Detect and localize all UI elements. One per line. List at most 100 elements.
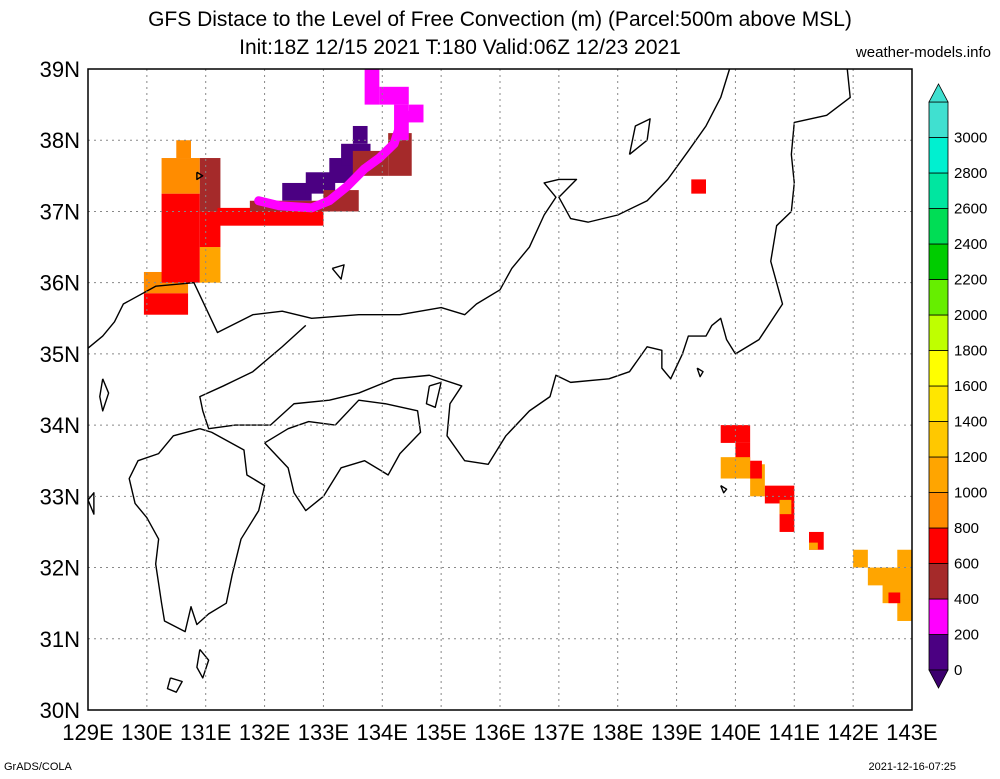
coastline-izu-oshima: [696, 367, 704, 378]
lon-tick-label: 131E: [180, 720, 231, 745]
colorbar-segment: [928, 527, 949, 564]
field-cell: [809, 542, 818, 550]
lon-tick-label: 134E: [357, 720, 408, 745]
colorbar-tick-label: 1400: [954, 414, 987, 431]
field-cell: [161, 158, 200, 194]
field-cell: [897, 549, 912, 568]
colorbar-tick-label: 1800: [954, 343, 987, 360]
colorbar-tick-label: 200: [954, 627, 979, 644]
site-label[interactable]: weather-models.info: [855, 44, 991, 61]
colorbar-segment: [928, 137, 949, 174]
lon-tick-label: 143E: [886, 720, 937, 745]
lat-tick-label: 30N: [40, 698, 80, 723]
lat-axis-labels: 39N 38N 37N 36N 35N 34N 33N 32N 31N 30N: [40, 57, 80, 723]
map-frame: [87, 68, 913, 711]
colorbar-tick-label: 600: [954, 556, 979, 573]
field-cell: [735, 442, 751, 461]
colorbar-tick-label: 1600: [954, 378, 987, 395]
colorbar-tick-label: 2000: [954, 307, 987, 324]
colorbar-tick-label: 2400: [954, 236, 987, 253]
field-cell: [161, 193, 200, 283]
lat-tick-label: 33N: [40, 484, 80, 509]
map-title: GFS Distace to the Level of Free Convect…: [148, 8, 852, 31]
colorbar-tick-label: 1000: [954, 485, 987, 502]
colorbar-segment: [928, 385, 949, 422]
field-cell: [720, 425, 751, 443]
lat-tick-label: 31N: [40, 627, 80, 652]
field-cell: [750, 460, 762, 479]
lon-tick-label: 137E: [533, 720, 584, 745]
colorbar-tick-label: 2800: [954, 165, 987, 182]
colorbar-tick-label: 0: [954, 662, 962, 679]
lon-tick-label: 140E: [710, 720, 761, 745]
coastline-honshu: [87, 68, 731, 349]
field-cell: [282, 182, 312, 201]
lat-tick-label: 38N: [40, 128, 80, 153]
colorbar-segment: [928, 314, 949, 351]
colorbar-tick-label: 800: [954, 520, 979, 537]
colorbar-segment: [928, 456, 949, 493]
field-cell: [779, 499, 792, 515]
map-subtitle: Init:18Z 12/15 2021 T:180 Valid:06Z 12/2…: [239, 36, 681, 59]
coastline-layer: [87, 68, 851, 693]
field-cell: [408, 104, 424, 123]
lon-axis-labels: 129E 130E 131E 132E 133E 134E 135E 136E 137E 138E…: [62, 720, 937, 745]
colorbar-segment: [928, 634, 949, 671]
colorbar-segment: [928, 350, 949, 387]
colorbar-segment: [928, 421, 949, 458]
contour-layer: [254, 110, 414, 213]
colorbar-segment: [928, 492, 949, 529]
contour-line: [254, 110, 414, 213]
lon-tick-label: 132E: [239, 720, 290, 745]
field-cell: [199, 158, 221, 212]
lat-tick-label: 37N: [40, 199, 80, 224]
field-cell: [217, 207, 324, 226]
field-cell: [379, 86, 409, 105]
colorbar-tick-label: 2600: [954, 201, 987, 218]
grid-layer: [88, 69, 912, 710]
colorbar-segment: [928, 598, 949, 635]
colorbar-tick-label: 1200: [954, 449, 987, 466]
coastline-hachijo: [720, 485, 728, 494]
coastline-kyushu: [128, 427, 266, 633]
field-layer: [143, 69, 912, 621]
field-cell: [853, 549, 868, 568]
colorbar-over-arrow: [928, 83, 949, 103]
coastline-shikoku: [264, 399, 422, 512]
lon-tick-label: 135E: [415, 720, 466, 745]
lon-tick-label: 130E: [121, 720, 172, 745]
coastline-awaji: [425, 381, 442, 409]
colorbar-segment: [928, 172, 949, 209]
colorbar-segment: [928, 208, 949, 245]
coastline-noto-sado: [628, 118, 651, 156]
colorbar-segment: [928, 243, 949, 280]
lat-tick-label: 39N: [40, 57, 80, 82]
coastline-ulleung: [196, 171, 204, 181]
colorbar-segment: [928, 101, 949, 138]
colorbar: 0 200 400 600 800 1000 1200 1400 1600 1800 2000 220…: [928, 83, 987, 689]
colorbar-tick-label: 3000: [954, 130, 987, 147]
lat-tick-label: 35N: [40, 342, 80, 367]
lon-tick-label: 139E: [651, 720, 702, 745]
coastline-yakushima: [166, 677, 183, 693]
lat-tick-label: 36N: [40, 271, 80, 296]
field-cell: [199, 211, 221, 248]
field-cell: [176, 140, 191, 159]
field-cell: [691, 179, 706, 194]
lat-tick-label: 34N: [40, 413, 80, 438]
field-cell: [867, 567, 912, 586]
lon-tick-label: 141E: [769, 720, 820, 745]
coastline-honshu-pacific: [199, 68, 851, 465]
lon-tick-label: 136E: [474, 720, 525, 745]
field-cell: [720, 457, 751, 479]
timestamp-label: 2021-12-16-07:25: [868, 761, 956, 773]
field-cell: [352, 125, 368, 144]
colorbar-under-arrow: [928, 669, 949, 689]
field-cell: [764, 485, 795, 504]
lon-tick-label: 142E: [827, 720, 878, 745]
field-cell: [199, 247, 221, 283]
lon-tick-label: 138E: [592, 720, 643, 745]
colorbar-tick-label: 400: [954, 591, 979, 608]
coastline-oki: [331, 264, 345, 280]
